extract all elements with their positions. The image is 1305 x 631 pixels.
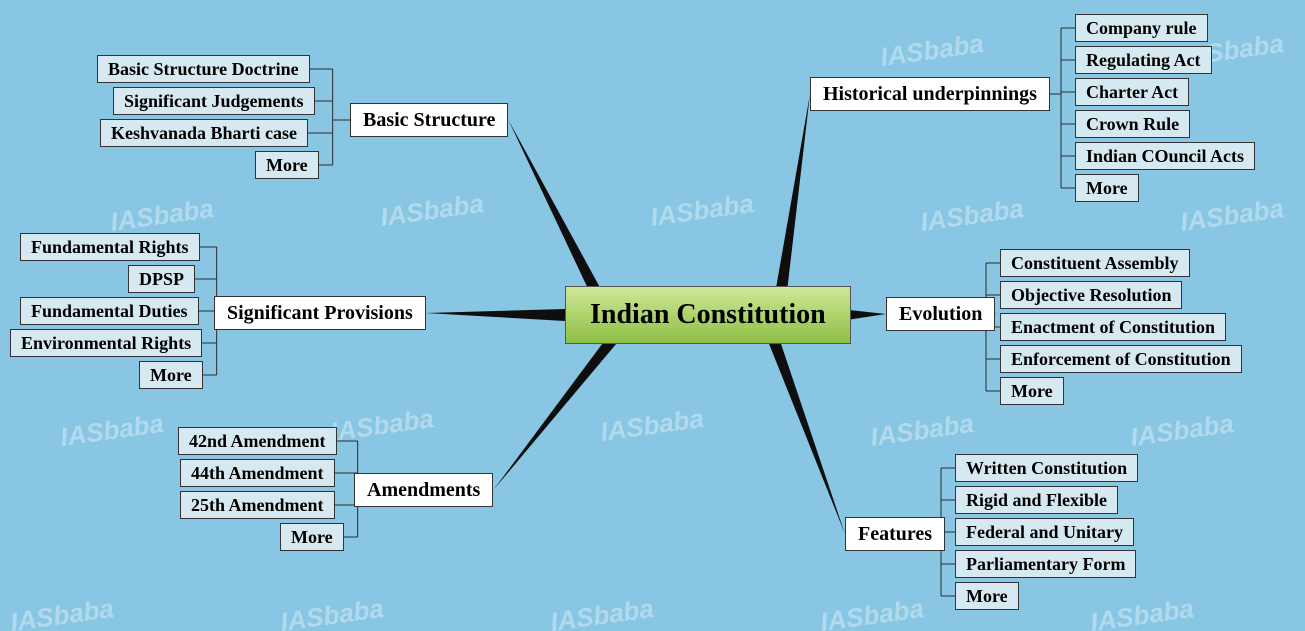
leaf-features-1: Rigid and Flexible: [955, 486, 1118, 514]
watermark-text: IASbaba: [58, 408, 165, 453]
branch-historical: Historical underpinnings: [810, 77, 1050, 111]
leaf-basic_structure-0: Basic Structure Doctrine: [97, 55, 310, 83]
leaf-features-3: Parliamentary Form: [955, 550, 1136, 578]
branch-basic_structure: Basic Structure: [350, 103, 508, 137]
watermark-text: IASbaba: [918, 193, 1025, 238]
leaf-evolution-1: Objective Resolution: [1000, 281, 1182, 309]
leaf-amendments-0: 42nd Amendment: [178, 427, 337, 455]
leaf-historical-1: Regulating Act: [1075, 46, 1212, 74]
watermark-text: IASbaba: [868, 408, 975, 453]
center-node: Indian Constitution: [565, 286, 851, 344]
leaf-amendments-1: 44th Amendment: [180, 459, 335, 487]
watermark-text: IASbaba: [1178, 193, 1285, 238]
leaf-historical-5: More: [1075, 174, 1139, 202]
watermark-text: IASbaba: [598, 403, 705, 448]
leaf-significant_provisions-4: More: [139, 361, 203, 389]
leaf-significant_provisions-2: Fundamental Duties: [20, 297, 199, 325]
leaf-significant_provisions-1: DPSP: [128, 265, 195, 293]
branch-significant_provisions: Significant Provisions: [214, 296, 426, 330]
watermark-text: IASbaba: [878, 28, 985, 73]
watermark-text: IASbaba: [8, 593, 115, 631]
leaf-features-4: More: [955, 582, 1019, 610]
leaf-evolution-3: Enforcement of Constitution: [1000, 345, 1242, 373]
branch-amendments: Amendments: [354, 473, 493, 507]
mindmap-canvas: IASbaba IASbaba IASbaba IASbaba IASbaba IASba…: [0, 0, 1305, 631]
leaf-historical-4: Indian COuncil Acts: [1075, 142, 1255, 170]
leaf-features-2: Federal and Unitary: [955, 518, 1134, 546]
watermark-text: IASbaba: [278, 593, 385, 631]
branch-features: Features: [845, 517, 945, 551]
watermark-text: IASbaba: [378, 188, 485, 233]
leaf-basic_structure-1: Significant Judgements: [113, 87, 315, 115]
watermark-text: IASbaba: [648, 188, 755, 233]
leaf-historical-3: Crown Rule: [1075, 110, 1190, 138]
watermark-text: IASbaba: [108, 193, 215, 238]
leaf-amendments-3: More: [280, 523, 344, 551]
leaf-significant_provisions-0: Fundamental Rights: [20, 233, 200, 261]
watermark-text: IASbaba: [1088, 593, 1195, 631]
leaf-evolution-2: Enactment of Constitution: [1000, 313, 1226, 341]
leaf-historical-0: Company rule: [1075, 14, 1208, 42]
leaf-significant_provisions-3: Environmental Rights: [10, 329, 202, 357]
leaf-evolution-4: More: [1000, 377, 1064, 405]
leaf-amendments-2: 25th Amendment: [180, 491, 335, 519]
watermark-text: IASbaba: [818, 593, 925, 631]
leaf-historical-2: Charter Act: [1075, 78, 1189, 106]
branch-evolution: Evolution: [886, 297, 995, 331]
leaf-basic_structure-2: Keshvanada Bharti case: [100, 119, 308, 147]
watermark-text: IASbaba: [328, 403, 435, 448]
leaf-evolution-0: Constituent Assembly: [1000, 249, 1190, 277]
leaf-basic_structure-3: More: [255, 151, 319, 179]
watermark-text: IASbaba: [548, 593, 655, 631]
leaf-features-0: Written Constitution: [955, 454, 1138, 482]
watermark-text: IASbaba: [1128, 408, 1235, 453]
